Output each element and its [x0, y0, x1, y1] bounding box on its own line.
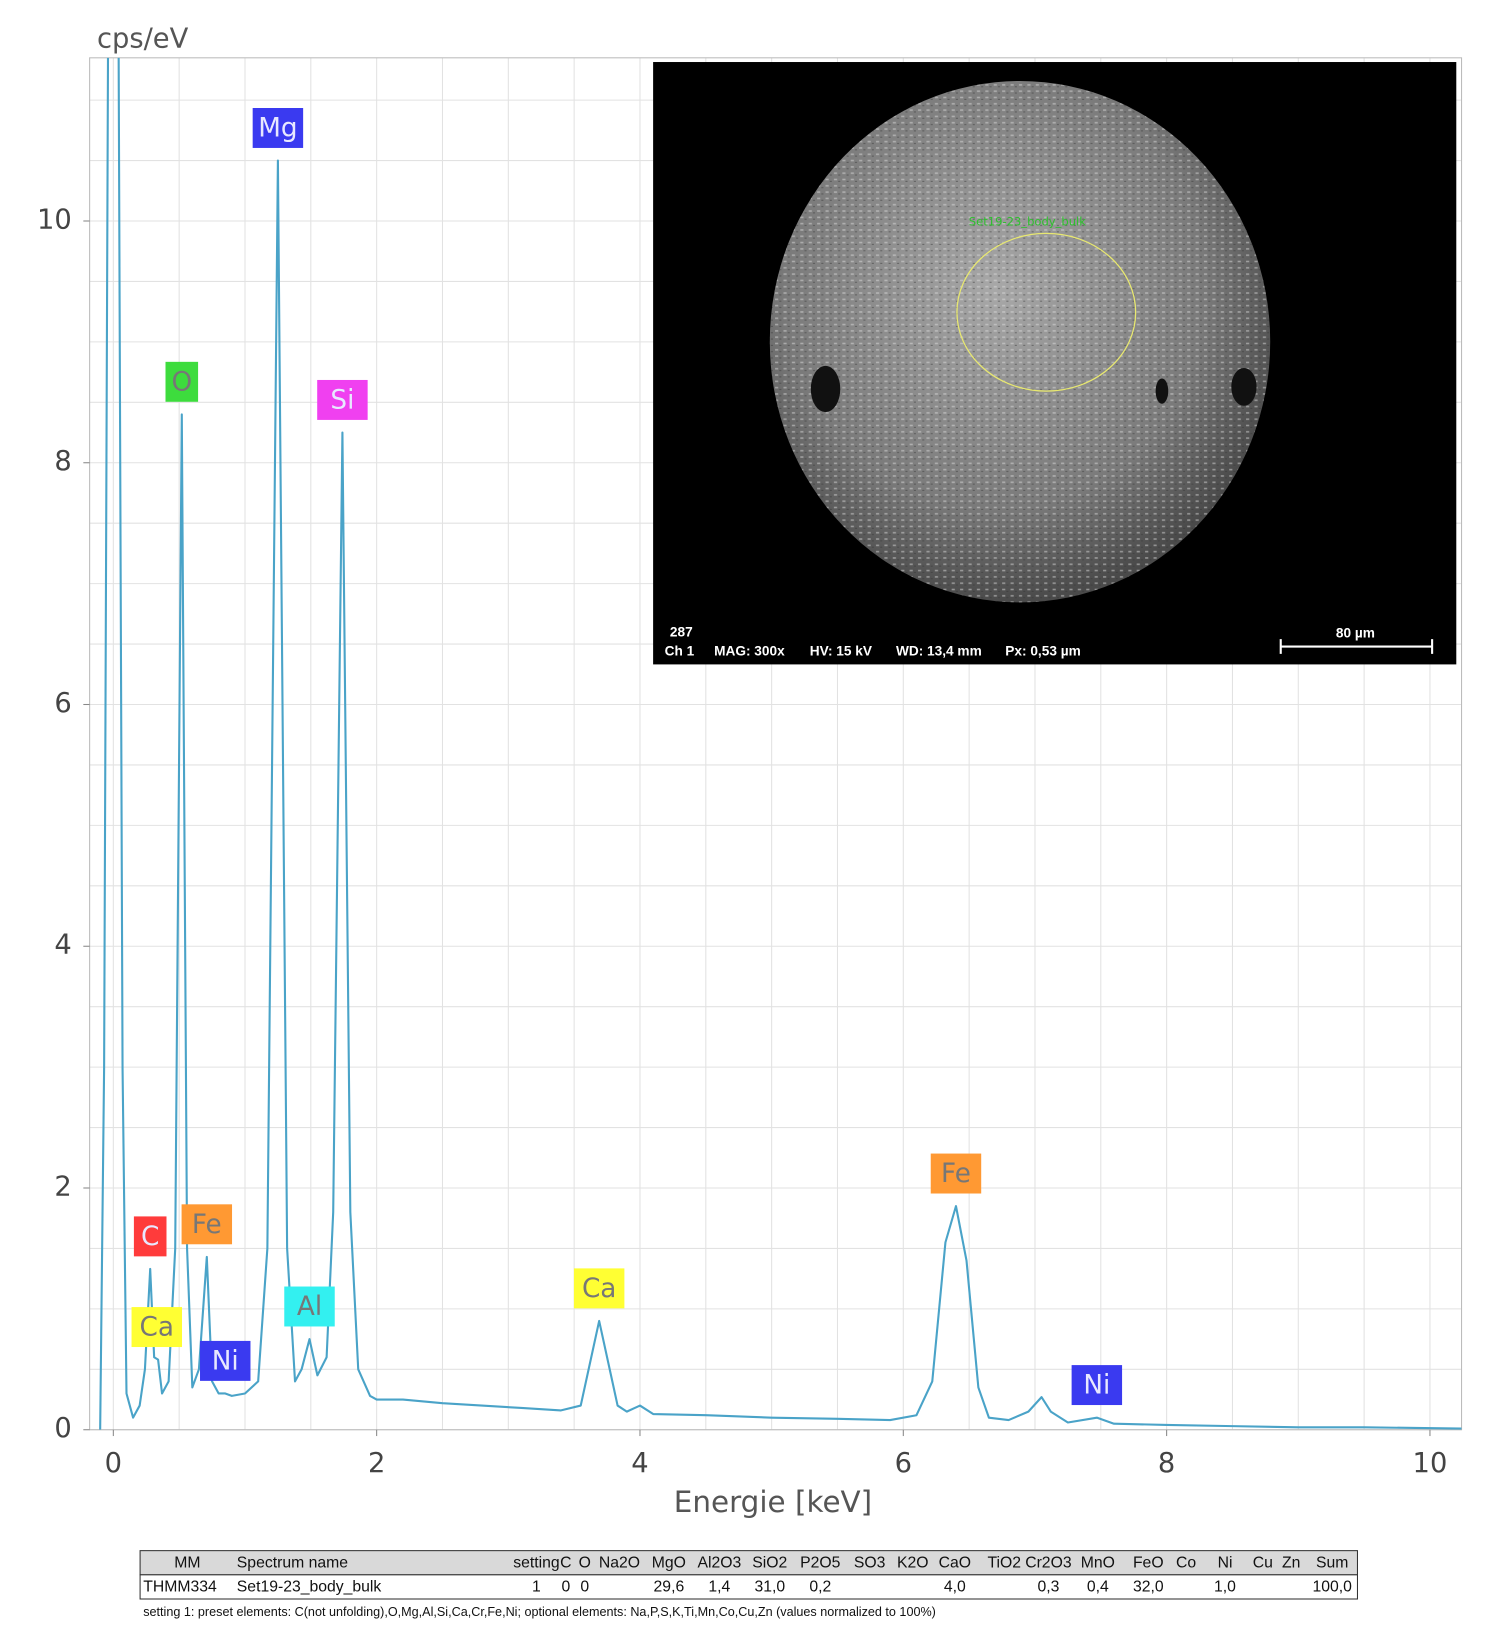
y-axis-label: cps/eV — [97, 23, 189, 54]
table-header-cell: Na2O — [599, 1554, 640, 1571]
table-cell: 32,0 — [1133, 1579, 1164, 1596]
table-header-cell: Co — [1176, 1554, 1196, 1571]
table-cell: 0,3 — [1037, 1579, 1059, 1596]
table-header-cell: MgO — [652, 1554, 686, 1571]
table-cell: 1 — [532, 1579, 541, 1596]
y-tick-label: 6 — [54, 688, 71, 719]
table-header-cell: Sum — [1316, 1554, 1348, 1571]
table-header-bg — [139, 1550, 1358, 1576]
peak-label: Al — [297, 1292, 322, 1322]
peak-label: Mg — [258, 114, 297, 144]
peak-label: Ni — [1083, 1371, 1110, 1401]
x-tick-label: 8 — [1158, 1448, 1175, 1479]
peak-label-box — [252, 107, 304, 148]
peak-label-box — [284, 1286, 335, 1327]
table-header-cell: Cu — [1253, 1554, 1273, 1571]
y-tick-label: 4 — [54, 930, 71, 961]
sem-info: WD: 13,4 mm — [896, 643, 982, 658]
table-header-cell: C — [560, 1554, 571, 1571]
table-cell: 31,0 — [754, 1579, 785, 1596]
plot-frame — [89, 57, 1463, 1431]
peak-label-box — [200, 1340, 251, 1381]
sem-texture — [769, 80, 1271, 603]
table-cell: THMM334 — [143, 1579, 217, 1596]
sem-info: MAG: 300x — [714, 643, 785, 658]
table-header-cell: CaO — [939, 1554, 971, 1571]
table: setting 1: preset elements: C(not unfold… — [139, 1550, 1358, 1619]
peak-label-box — [1071, 1365, 1123, 1406]
sem-info: Ch 1 — [665, 643, 695, 658]
peak-label: Si — [330, 385, 354, 415]
table-header-cell: SO3 — [854, 1554, 886, 1571]
sem-region-label: Set19-23_body_bulk — [969, 214, 1086, 228]
table-note: setting 1: preset elements: C(not unfold… — [143, 1605, 936, 1619]
table-cell: 100,0 — [1313, 1579, 1353, 1596]
peak-labels: C Ca O Fe Ni Mg Al Si Ca Fe Ni — [131, 107, 1123, 1406]
table-header-cell: MnO — [1081, 1554, 1115, 1571]
table-header-cell: O — [579, 1554, 591, 1571]
table-cell: 0 — [561, 1579, 570, 1596]
plot — [99, 57, 1462, 1430]
x-tick-label: 2 — [368, 1448, 385, 1479]
table-cell: 29,6 — [654, 1579, 685, 1596]
table-header-cell: Zn — [1282, 1554, 1300, 1571]
table-header-cell: Cr2O3 — [1025, 1554, 1072, 1571]
table-row-bg — [139, 1574, 1358, 1600]
sem-pore — [1231, 367, 1257, 406]
sem-scale-label: 80 µm — [1336, 626, 1375, 641]
peak-label-box — [317, 379, 368, 420]
y-tick-label: 0 — [54, 1413, 71, 1444]
sem-pore — [1155, 378, 1169, 404]
y-tick-label: 8 — [54, 446, 71, 477]
sem-region — [956, 232, 1137, 392]
peak-label-box — [131, 1307, 183, 1348]
peak-label: Ca — [582, 1274, 616, 1304]
table-header-cell: Al2O3 — [697, 1554, 741, 1571]
peak-label-box — [930, 1153, 982, 1194]
sem-info: Px: 0,53 µm — [1005, 643, 1080, 658]
peak-label-box — [133, 1216, 167, 1257]
sem-info: HV: 15 kV — [810, 643, 873, 658]
table-header-cell: TiO2 — [987, 1554, 1021, 1571]
table-cell: Set19-23_body_bulk — [237, 1579, 382, 1596]
table-header-cell: FeO — [1133, 1554, 1164, 1571]
table-cell: 0,4 — [1087, 1579, 1109, 1596]
table-cell: 4,0 — [944, 1579, 966, 1596]
table-cell: 0 — [580, 1579, 589, 1596]
peak-label: Fe — [192, 1210, 222, 1240]
x-axis-label: Energie [keV] — [674, 1485, 872, 1519]
peak-label-box — [181, 1204, 233, 1245]
table-cell: 0,2 — [809, 1579, 831, 1596]
x-tick-label: 10 — [1413, 1448, 1448, 1479]
x-tick-label: 0 — [105, 1448, 122, 1479]
table-header-cell: K2O — [897, 1554, 929, 1571]
table-header-cell: SiO2 — [752, 1554, 787, 1571]
table-cell: 1,4 — [708, 1579, 730, 1596]
table-header-cell: Spectrum name — [237, 1554, 348, 1571]
table-header-cell: Ni — [1218, 1554, 1233, 1571]
x-tick-label: 4 — [631, 1448, 648, 1479]
y-tick-label: 10 — [37, 205, 72, 236]
peak-label: Fe — [941, 1159, 971, 1189]
peak-label: Ca — [140, 1313, 174, 1343]
spectrum-line — [99, 57, 1462, 1430]
sem-scale-bar — [1279, 639, 1434, 654]
y-tick-label: 2 — [54, 1171, 71, 1202]
sem-info: 287 — [670, 624, 693, 639]
table-cell: 1,0 — [1214, 1579, 1236, 1596]
table-header-cell: setting — [513, 1554, 559, 1571]
peak-label-box — [573, 1268, 625, 1309]
x-tick-label: 6 — [895, 1448, 912, 1479]
sem-pore — [810, 365, 841, 413]
table-header-cell: P2O5 — [800, 1554, 841, 1571]
peak-label: C — [141, 1222, 159, 1252]
peak-label: Ni — [212, 1346, 239, 1376]
sem-inset: Set19-23_body_bulk 287 Ch 1 MAG: 300x HV… — [653, 62, 1457, 665]
peak-label-box — [165, 361, 199, 402]
table-header-cell: MM — [174, 1554, 200, 1571]
peak-label: O — [171, 367, 192, 397]
